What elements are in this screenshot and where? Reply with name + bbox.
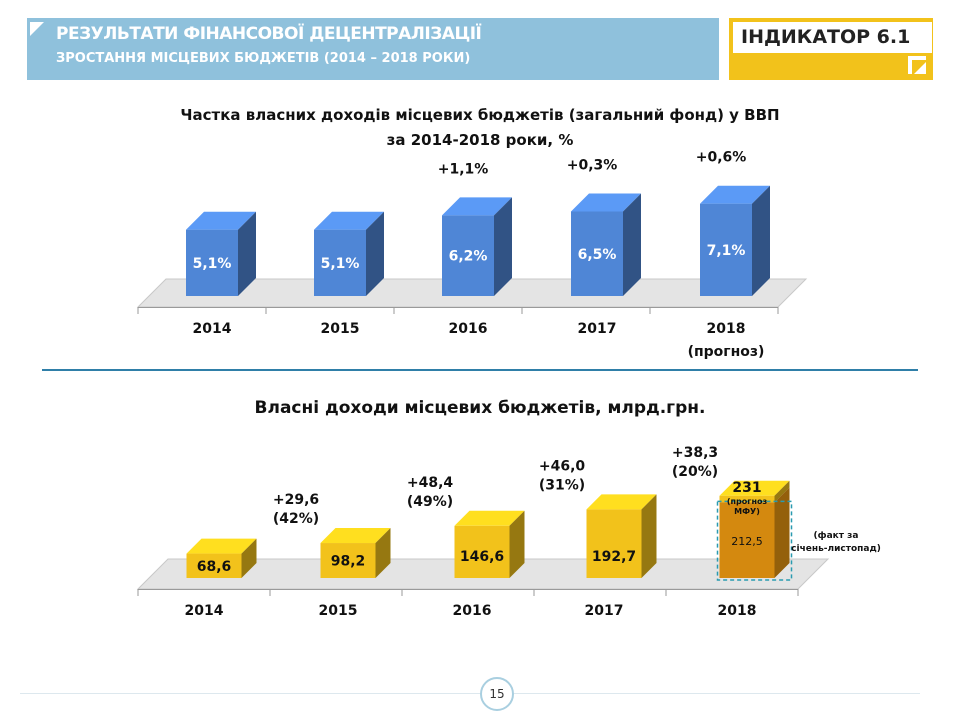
header-notch — [30, 22, 44, 36]
chart1-bar-2017-side — [623, 193, 641, 296]
chart2-bar-2016-front — [454, 525, 510, 578]
chart2-fact-label: 212,5 — [731, 535, 763, 548]
chart1-category-label: 2015 — [321, 321, 360, 337]
chart2-bar-forecast-front — [719, 495, 775, 503]
chart2-annotation-percent: (49%) — [407, 494, 453, 510]
chart2-title: Власні доходи місцевих бюджетів, млрд.гр… — [254, 398, 706, 418]
chart1-bar-2014-front — [186, 229, 238, 296]
chart2-bar-2014-front — [186, 553, 242, 578]
chart1-bar-2016-top — [442, 197, 512, 216]
chart1-data-label: 7,1% — [707, 243, 746, 259]
chart1-category-note: (прогноз) — [688, 344, 765, 360]
chart1-category-label: 2016 — [449, 321, 488, 337]
chart2-bar-2017-front — [586, 509, 642, 578]
chart1-data-label: 5,1% — [193, 256, 232, 272]
chart2-data-label: 146,6 — [460, 549, 504, 565]
chart2-fact-note-line1: (факт за — [814, 531, 859, 541]
chart2-category-label: 2014 — [185, 603, 224, 619]
header-band — [27, 18, 719, 80]
chart2-category-label: 2017 — [585, 603, 624, 619]
chart2-data-label: 231 — [732, 480, 761, 496]
chart1-annotation: +0,6% — [696, 150, 747, 166]
page-subtitle: ЗРОСТАННЯ МІСЦЕВИХ БЮДЖЕТІВ (2014 – 2018… — [56, 51, 471, 66]
chart1-annotation: +1,1% — [438, 161, 489, 177]
page-title: РЕЗУЛЬТАТИ ФІНАНСОВОЇ ДЕЦЕНТРАЛІЗАЦІЇ — [56, 24, 482, 44]
chart2-category-label: 2018 — [718, 603, 757, 619]
chart1-bar-2015-top — [314, 211, 384, 230]
chart2-fact-outline — [716, 500, 793, 581]
chart2-bar-2017-side — [641, 494, 657, 578]
chart1-bar-2015-side — [366, 211, 384, 296]
chart2-annotation-percent: (42%) — [273, 511, 319, 527]
chart2-data-label: 68,6 — [197, 559, 232, 575]
chart2-bar-forecast-side — [774, 480, 790, 503]
chart2-bar-2016-side — [509, 510, 525, 578]
section-divider — [42, 369, 918, 371]
chart1-data-label: 6,2% — [449, 249, 488, 265]
indicator-label: ІНДИКАТОР 6.1 — [741, 26, 911, 48]
chart2-forecast-note: (прогноз МФУ) — [727, 497, 768, 516]
chart2-forecast-note-line1: (прогноз — [727, 497, 768, 506]
chart1-bar-2018-front — [700, 203, 752, 296]
chart2-bar-2015-top — [320, 528, 391, 544]
chart2-category-label: 2015 — [319, 603, 358, 619]
chart2-annotation-percent: (31%) — [539, 477, 585, 493]
chart1-title-line2: за 2014-2018 роки, % — [386, 131, 574, 149]
chart1-data-label: 5,1% — [321, 256, 360, 272]
page-number: 15 — [480, 677, 514, 711]
chart2-data-label: 98,2 — [331, 554, 366, 570]
chart1-bar-2018-side — [752, 185, 770, 296]
chart1-title: Частка власних доходів місцевих бюджетів… — [0, 103, 960, 153]
chart1-title-line1: Частка власних доходів місцевих бюджетів… — [180, 106, 780, 124]
chart2-bar-2014-top — [186, 538, 257, 554]
chart2-bar-fact-front — [719, 502, 775, 578]
chart1-bar-2016-side — [494, 197, 512, 296]
chart2-bar-2016-top — [454, 510, 525, 526]
chart2-annotation-delta: +38,3 — [672, 445, 718, 461]
chart2-bar-2015-side — [375, 528, 391, 578]
chart1-bar-2015-front — [314, 229, 366, 296]
chart2-annotation-percent: (20%) — [672, 464, 718, 480]
chart2-annotation-delta: +46,0 — [539, 458, 586, 474]
chart2-annotation-delta: +29,6 — [273, 492, 319, 508]
indicator-badge-panel — [733, 22, 932, 53]
chart2-data-label: 192,7 — [592, 549, 636, 565]
chart2-bar-2015-front — [320, 543, 376, 578]
chart1-category-label: 2017 — [578, 321, 617, 337]
chart1-bar-2017-front — [571, 211, 623, 296]
footer-line — [20, 693, 920, 694]
chart1-data-label: 6,5% — [578, 247, 617, 263]
corner-mark-icon — [908, 56, 926, 74]
chart2-category-label: 2016 — [453, 603, 492, 619]
chart2-bar-2017-top — [586, 494, 657, 510]
chart2-bar-forecast-top — [719, 480, 790, 496]
chart2-annotation-delta: +48,4 — [407, 475, 454, 491]
chart1-bar-2014-top — [186, 211, 256, 230]
chart1-annotation: +0,3% — [567, 158, 618, 174]
chart2-forecast-note-line2: МФУ) — [734, 507, 760, 516]
chart2-fact-note-line2: січень-листопад) — [791, 543, 881, 554]
chart1-bar-2018-top — [700, 185, 770, 204]
chart2-bar-fact-side — [774, 487, 790, 578]
chart1-bar-2017-top — [571, 193, 641, 212]
chart1-bar-2014-side — [238, 211, 256, 296]
chart1-svg: 5,1% 2014 5,1% 2015 6,2% +1,1% 2016 6,5% +0,3% 20… — [136, 150, 808, 360]
chart1-category-label: 2014 — [193, 321, 232, 337]
chart2-bar-2014-side — [241, 538, 257, 578]
chart1-bar-2016-front — [442, 215, 494, 296]
chart1-category-label: 2018 — [707, 321, 746, 337]
